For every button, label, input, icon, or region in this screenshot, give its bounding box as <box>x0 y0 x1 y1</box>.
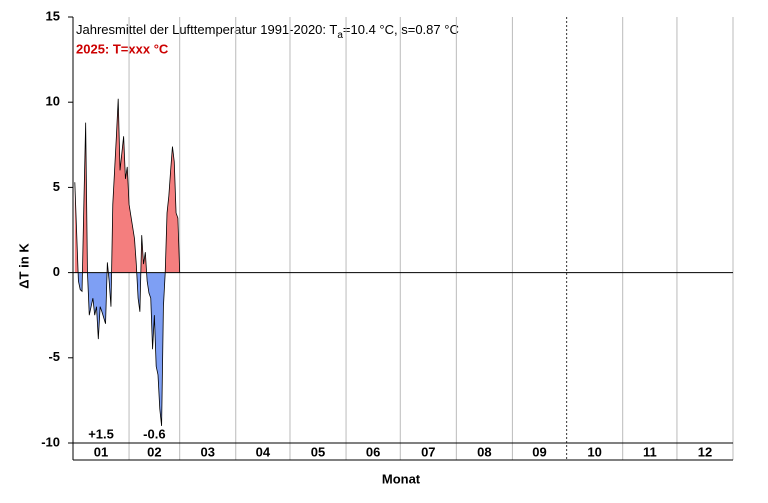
y-tick-label: 5 <box>53 179 60 194</box>
x-tick-label: 08 <box>477 444 491 459</box>
chart-subtitle: 2025: T=xxx °C <box>76 41 169 56</box>
x-tick-label: 09 <box>532 444 546 459</box>
x-tick-label: 05 <box>311 444 325 459</box>
negative-area <box>78 272 166 426</box>
y-tick-label: -10 <box>41 434 60 449</box>
x-tick-label: 03 <box>200 444 214 459</box>
x-axis-label: Monat <box>382 471 421 486</box>
title-suffix: =10.4 °C, s=0.87 °C <box>343 22 459 37</box>
positive-area <box>74 98 180 273</box>
x-tick-label: 01 <box>94 444 108 459</box>
monthly-mean-label: +1.5 <box>88 426 114 441</box>
y-tick-label: 10 <box>46 94 60 109</box>
anomaly-line <box>74 98 181 427</box>
y-tick-label: -5 <box>48 349 60 364</box>
chart-title: Jahresmittel der Lufttemperatur 1991-202… <box>76 22 459 40</box>
x-tick-label: 07 <box>421 444 435 459</box>
y-axis-label: ΔT in K <box>16 243 31 289</box>
x-tick-label: 10 <box>587 444 601 459</box>
title-prefix: Jahresmittel der Lufttemperatur 1991-202… <box>76 22 337 37</box>
x-tick-label: 02 <box>147 444 161 459</box>
x-tick-label: 11 <box>643 444 657 459</box>
x-tick-label: 12 <box>698 444 712 459</box>
x-tick-label: 04 <box>256 444 271 459</box>
y-tick-label: 15 <box>46 8 60 23</box>
y-tick-label: 0 <box>53 264 60 279</box>
title-subscript: a <box>337 30 343 41</box>
x-tick-label: 06 <box>366 444 380 459</box>
monthly-mean-label: -0.6 <box>143 426 165 441</box>
